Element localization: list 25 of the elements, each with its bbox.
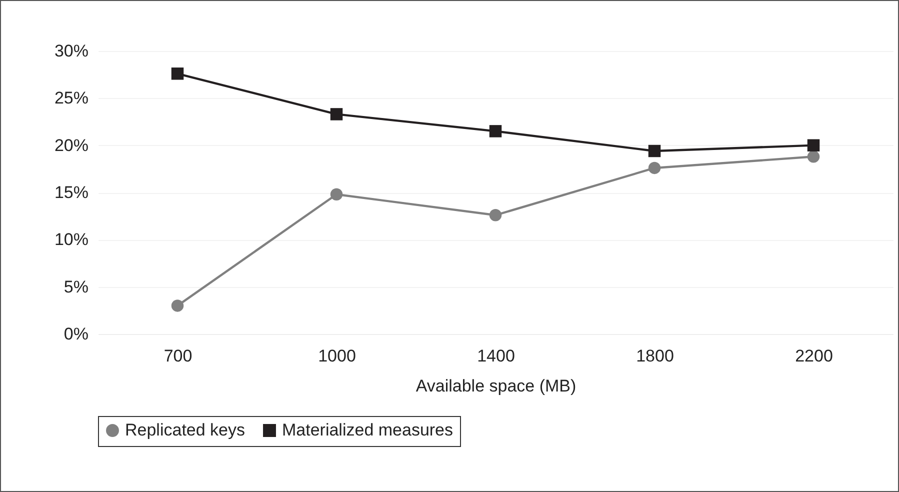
point bbox=[330, 188, 343, 200]
point bbox=[807, 139, 820, 152]
x-tick-label: 1400 bbox=[477, 346, 515, 366]
y-tick-label: 30% bbox=[54, 42, 88, 60]
y-tick-label: 25% bbox=[54, 88, 88, 108]
point bbox=[171, 300, 184, 312]
y-tick-label: 10% bbox=[54, 230, 88, 250]
legend-label: Replicated keys bbox=[125, 420, 246, 440]
x-tick-label: 1800 bbox=[636, 346, 674, 366]
x-tick-label: 2200 bbox=[795, 346, 833, 366]
x-tick-label: 1000 bbox=[318, 346, 356, 366]
x-tick-label: 700 bbox=[164, 346, 192, 366]
point bbox=[807, 150, 820, 163]
point bbox=[648, 144, 661, 158]
point bbox=[489, 209, 502, 222]
y-tick-label: 0% bbox=[64, 324, 88, 344]
y-tick-label: 20% bbox=[54, 136, 88, 155]
point bbox=[330, 108, 343, 120]
legend-label: Materialized measures bbox=[282, 420, 454, 440]
point bbox=[648, 162, 661, 174]
x-axis-title: Available space (MB) bbox=[416, 376, 576, 396]
y-tick-label: 15% bbox=[54, 183, 88, 202]
y-tick-label: 5% bbox=[64, 277, 88, 296]
point bbox=[171, 68, 184, 80]
point bbox=[489, 125, 502, 138]
